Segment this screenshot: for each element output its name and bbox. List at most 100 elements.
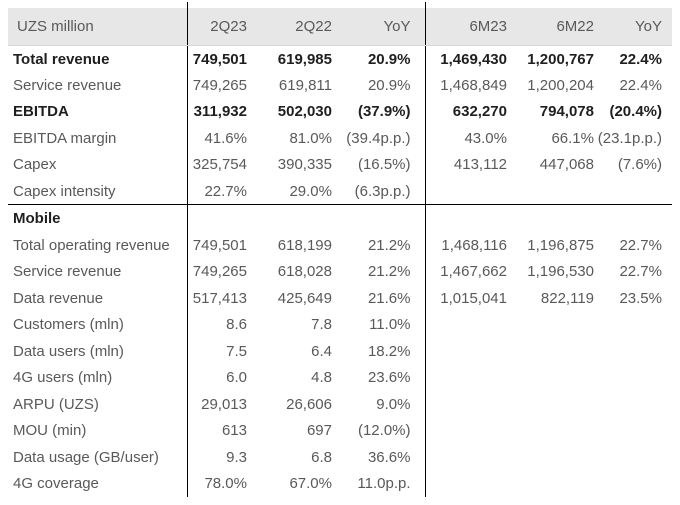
value-cell: 311,932 [186, 98, 249, 125]
table-row: ARPU (UZS) 29,013 26,606 9.0% [8, 391, 672, 418]
value-cell: 9.3 [186, 444, 249, 471]
section-header-row: Mobile [8, 204, 672, 232]
value-cell: (23.1p.p.) [597, 129, 662, 147]
value-cell [424, 391, 511, 418]
empty-cell [334, 204, 425, 232]
row-label: Customers (mln) [13, 316, 124, 334]
table-body: Total revenue 749,501 619,985 20.9% 1,469,43… [8, 45, 672, 497]
table-row: 4G users (mln) 6.0 4.8 23.6% [8, 364, 672, 392]
table-row: EBITDA margin 41.6% 81.0% (39.4p.p.) 43.0% 66… [8, 125, 672, 152]
value-cell [596, 365, 672, 392]
value-cell: 749,265 [186, 258, 249, 285]
value-cell [424, 444, 511, 471]
value-cell: 390,335 [277, 156, 332, 174]
spacer-cell [596, 2, 672, 8]
value-cell [596, 444, 672, 471]
value-cell: 517,413 [186, 285, 249, 312]
table-row: Data usage (GB/user) 9.3 6.8 36.6% [8, 444, 672, 471]
value-cell [511, 312, 596, 339]
spacer-cell [249, 2, 334, 8]
value-cell: 22.4% [619, 76, 662, 94]
table-row: Capex intensity 22.7% 29.0% (6.3p.p.) [8, 178, 672, 205]
value-cell: 67.0% [289, 475, 332, 493]
value-cell [596, 178, 672, 205]
spacer-cell [424, 2, 511, 8]
spacer-cell [8, 2, 187, 8]
value-cell: (12.0%) [357, 422, 411, 440]
table-row: MOU (min) 613 697 (12.0%) [8, 417, 672, 445]
value-cell [596, 391, 672, 418]
value-cell: 1,467,662 [424, 258, 511, 285]
value-cell: (16.5%) [357, 156, 411, 174]
value-cell: 619,811 [278, 76, 332, 94]
value-cell: (37.9%) [357, 103, 411, 121]
value-cell: 43.0% [424, 125, 511, 152]
financial-results-table: UZS million 2Q23 2Q22 YoY 6M23 6M22 YoY … [8, 2, 672, 497]
value-cell [424, 470, 511, 497]
value-cell: 613 [186, 417, 249, 444]
value-cell: 29,013 [186, 391, 249, 418]
value-cell: 8.6 [186, 311, 249, 338]
value-cell: 425,649 [277, 289, 332, 307]
value-cell: (7.6%) [617, 156, 662, 174]
table-row: Total revenue 749,501 619,985 20.9% 1,469,43… [8, 45, 672, 72]
value-cell: 6.8 [311, 448, 332, 466]
value-cell: 22.7% [619, 263, 662, 281]
value-cell: 6.0 [186, 364, 249, 391]
value-cell: 1,200,204 [527, 76, 594, 94]
row-label: Total operating revenue [13, 236, 170, 254]
value-cell: 11.0p.p. [357, 475, 411, 493]
value-cell: 618,028 [277, 263, 332, 281]
value-cell: 7.5 [186, 338, 249, 365]
table-row: Data users (mln) 7.5 6.4 18.2% [8, 338, 672, 365]
value-cell [596, 418, 672, 445]
col-header-6m22: 6M22 [511, 8, 596, 46]
row-label: Service revenue [13, 263, 122, 281]
value-cell: 7.8 [311, 316, 332, 334]
value-cell: 502,030 [277, 103, 332, 121]
value-cell: (39.4p.p.) [346, 129, 411, 147]
row-label: Capex intensity [13, 182, 116, 200]
table-row: 4G coverage 78.0% 67.0% 11.0p.p. [8, 470, 672, 497]
row-label: Data usage (GB/user) [13, 448, 159, 466]
empty-cell [249, 204, 334, 232]
row-label: Data users (mln) [13, 342, 124, 360]
table-header-row: UZS million 2Q23 2Q22 YoY 6M23 6M22 YoY [8, 8, 672, 46]
value-cell: 1,196,875 [527, 236, 594, 254]
value-cell: (6.3p.p.) [354, 182, 411, 200]
spacer-cell [186, 2, 249, 8]
value-cell: 20.9% [367, 76, 411, 94]
value-cell: 822,119 [540, 289, 594, 307]
value-cell [596, 338, 672, 365]
value-cell [511, 444, 596, 471]
empty-cell [511, 204, 596, 232]
row-label: EBITDA [13, 103, 69, 121]
value-cell [424, 338, 511, 365]
value-cell [511, 418, 596, 445]
value-cell [511, 365, 596, 392]
value-cell: 18.2% [367, 342, 411, 360]
col-header-2q23: 2Q23 [186, 8, 249, 46]
col-header-6m23: 6M23 [424, 8, 511, 46]
table-row: Total operating revenue 749,501 618,199 21.… [8, 232, 672, 259]
row-label: MOU (min) [13, 422, 87, 440]
row-label: EBITDA margin [13, 129, 117, 147]
table-row: Data revenue 517,413 425,649 21.6% 1,015,041… [8, 285, 672, 312]
value-cell: 619,985 [277, 50, 332, 68]
value-cell [424, 178, 511, 205]
value-cell: 749,501 [186, 45, 249, 72]
value-cell [511, 391, 596, 418]
section-label: Mobile [8, 204, 187, 232]
value-cell: 20.9% [367, 50, 411, 68]
value-cell [424, 311, 511, 338]
value-cell: (20.4%) [609, 103, 662, 121]
col-header-yoy-quarter: YoY [334, 8, 425, 46]
value-cell: 22.7% [186, 178, 249, 205]
spacer-cell [334, 2, 425, 8]
value-cell: 21.2% [367, 263, 411, 281]
row-label: Data revenue [13, 289, 104, 307]
row-label: Total revenue [13, 50, 110, 68]
col-header-2q22: 2Q22 [249, 8, 334, 46]
spacer-cell [511, 2, 596, 8]
